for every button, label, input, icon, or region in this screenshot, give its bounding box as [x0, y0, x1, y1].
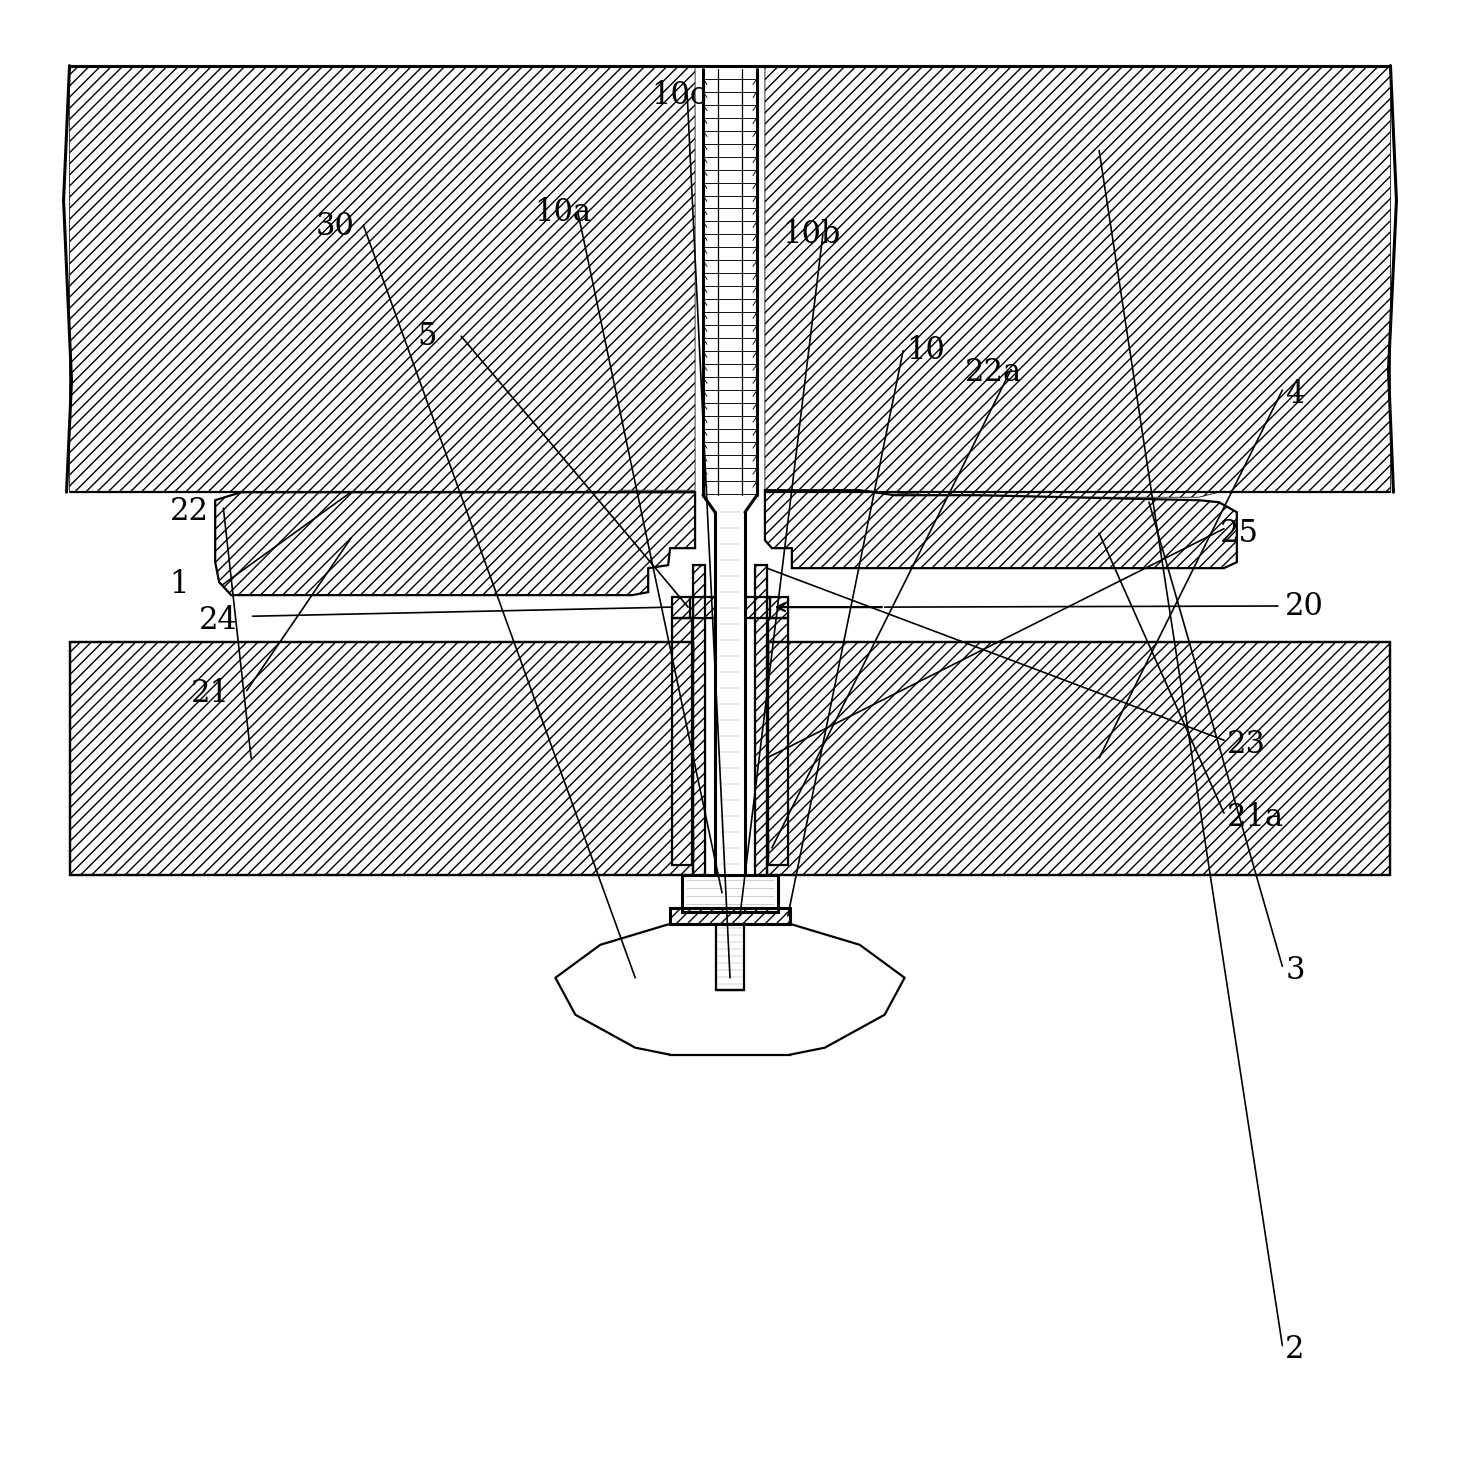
- Polygon shape: [768, 618, 788, 864]
- Polygon shape: [673, 618, 692, 864]
- Polygon shape: [765, 66, 1390, 498]
- Text: 22a: 22a: [965, 358, 1022, 388]
- Text: 10a: 10a: [534, 197, 591, 228]
- Polygon shape: [215, 492, 694, 596]
- Text: 10b: 10b: [782, 219, 841, 250]
- Polygon shape: [768, 597, 770, 618]
- Polygon shape: [693, 565, 705, 875]
- Text: 20: 20: [1285, 590, 1325, 622]
- Text: 23: 23: [1227, 729, 1266, 761]
- Text: 30: 30: [316, 212, 354, 242]
- Polygon shape: [70, 642, 693, 875]
- Polygon shape: [754, 565, 768, 875]
- Polygon shape: [716, 924, 744, 990]
- Polygon shape: [768, 642, 1390, 875]
- Text: 22: 22: [170, 496, 209, 527]
- Text: 24: 24: [199, 604, 237, 637]
- Polygon shape: [70, 66, 694, 504]
- Text: 10: 10: [906, 336, 944, 366]
- Text: 4: 4: [1285, 380, 1304, 410]
- Text: 5: 5: [417, 321, 437, 352]
- Polygon shape: [703, 69, 757, 502]
- Text: 3: 3: [1285, 955, 1304, 986]
- Text: 2: 2: [1285, 1334, 1304, 1365]
- Polygon shape: [683, 875, 778, 912]
- Text: 10c: 10c: [651, 80, 706, 111]
- Polygon shape: [715, 502, 746, 930]
- Text: 1: 1: [170, 568, 189, 600]
- Polygon shape: [673, 597, 788, 618]
- Text: 21a: 21a: [1227, 802, 1284, 834]
- Polygon shape: [670, 908, 789, 924]
- Text: 25: 25: [1219, 518, 1259, 549]
- Polygon shape: [690, 597, 693, 618]
- Polygon shape: [765, 491, 1237, 568]
- Text: 21: 21: [192, 677, 231, 710]
